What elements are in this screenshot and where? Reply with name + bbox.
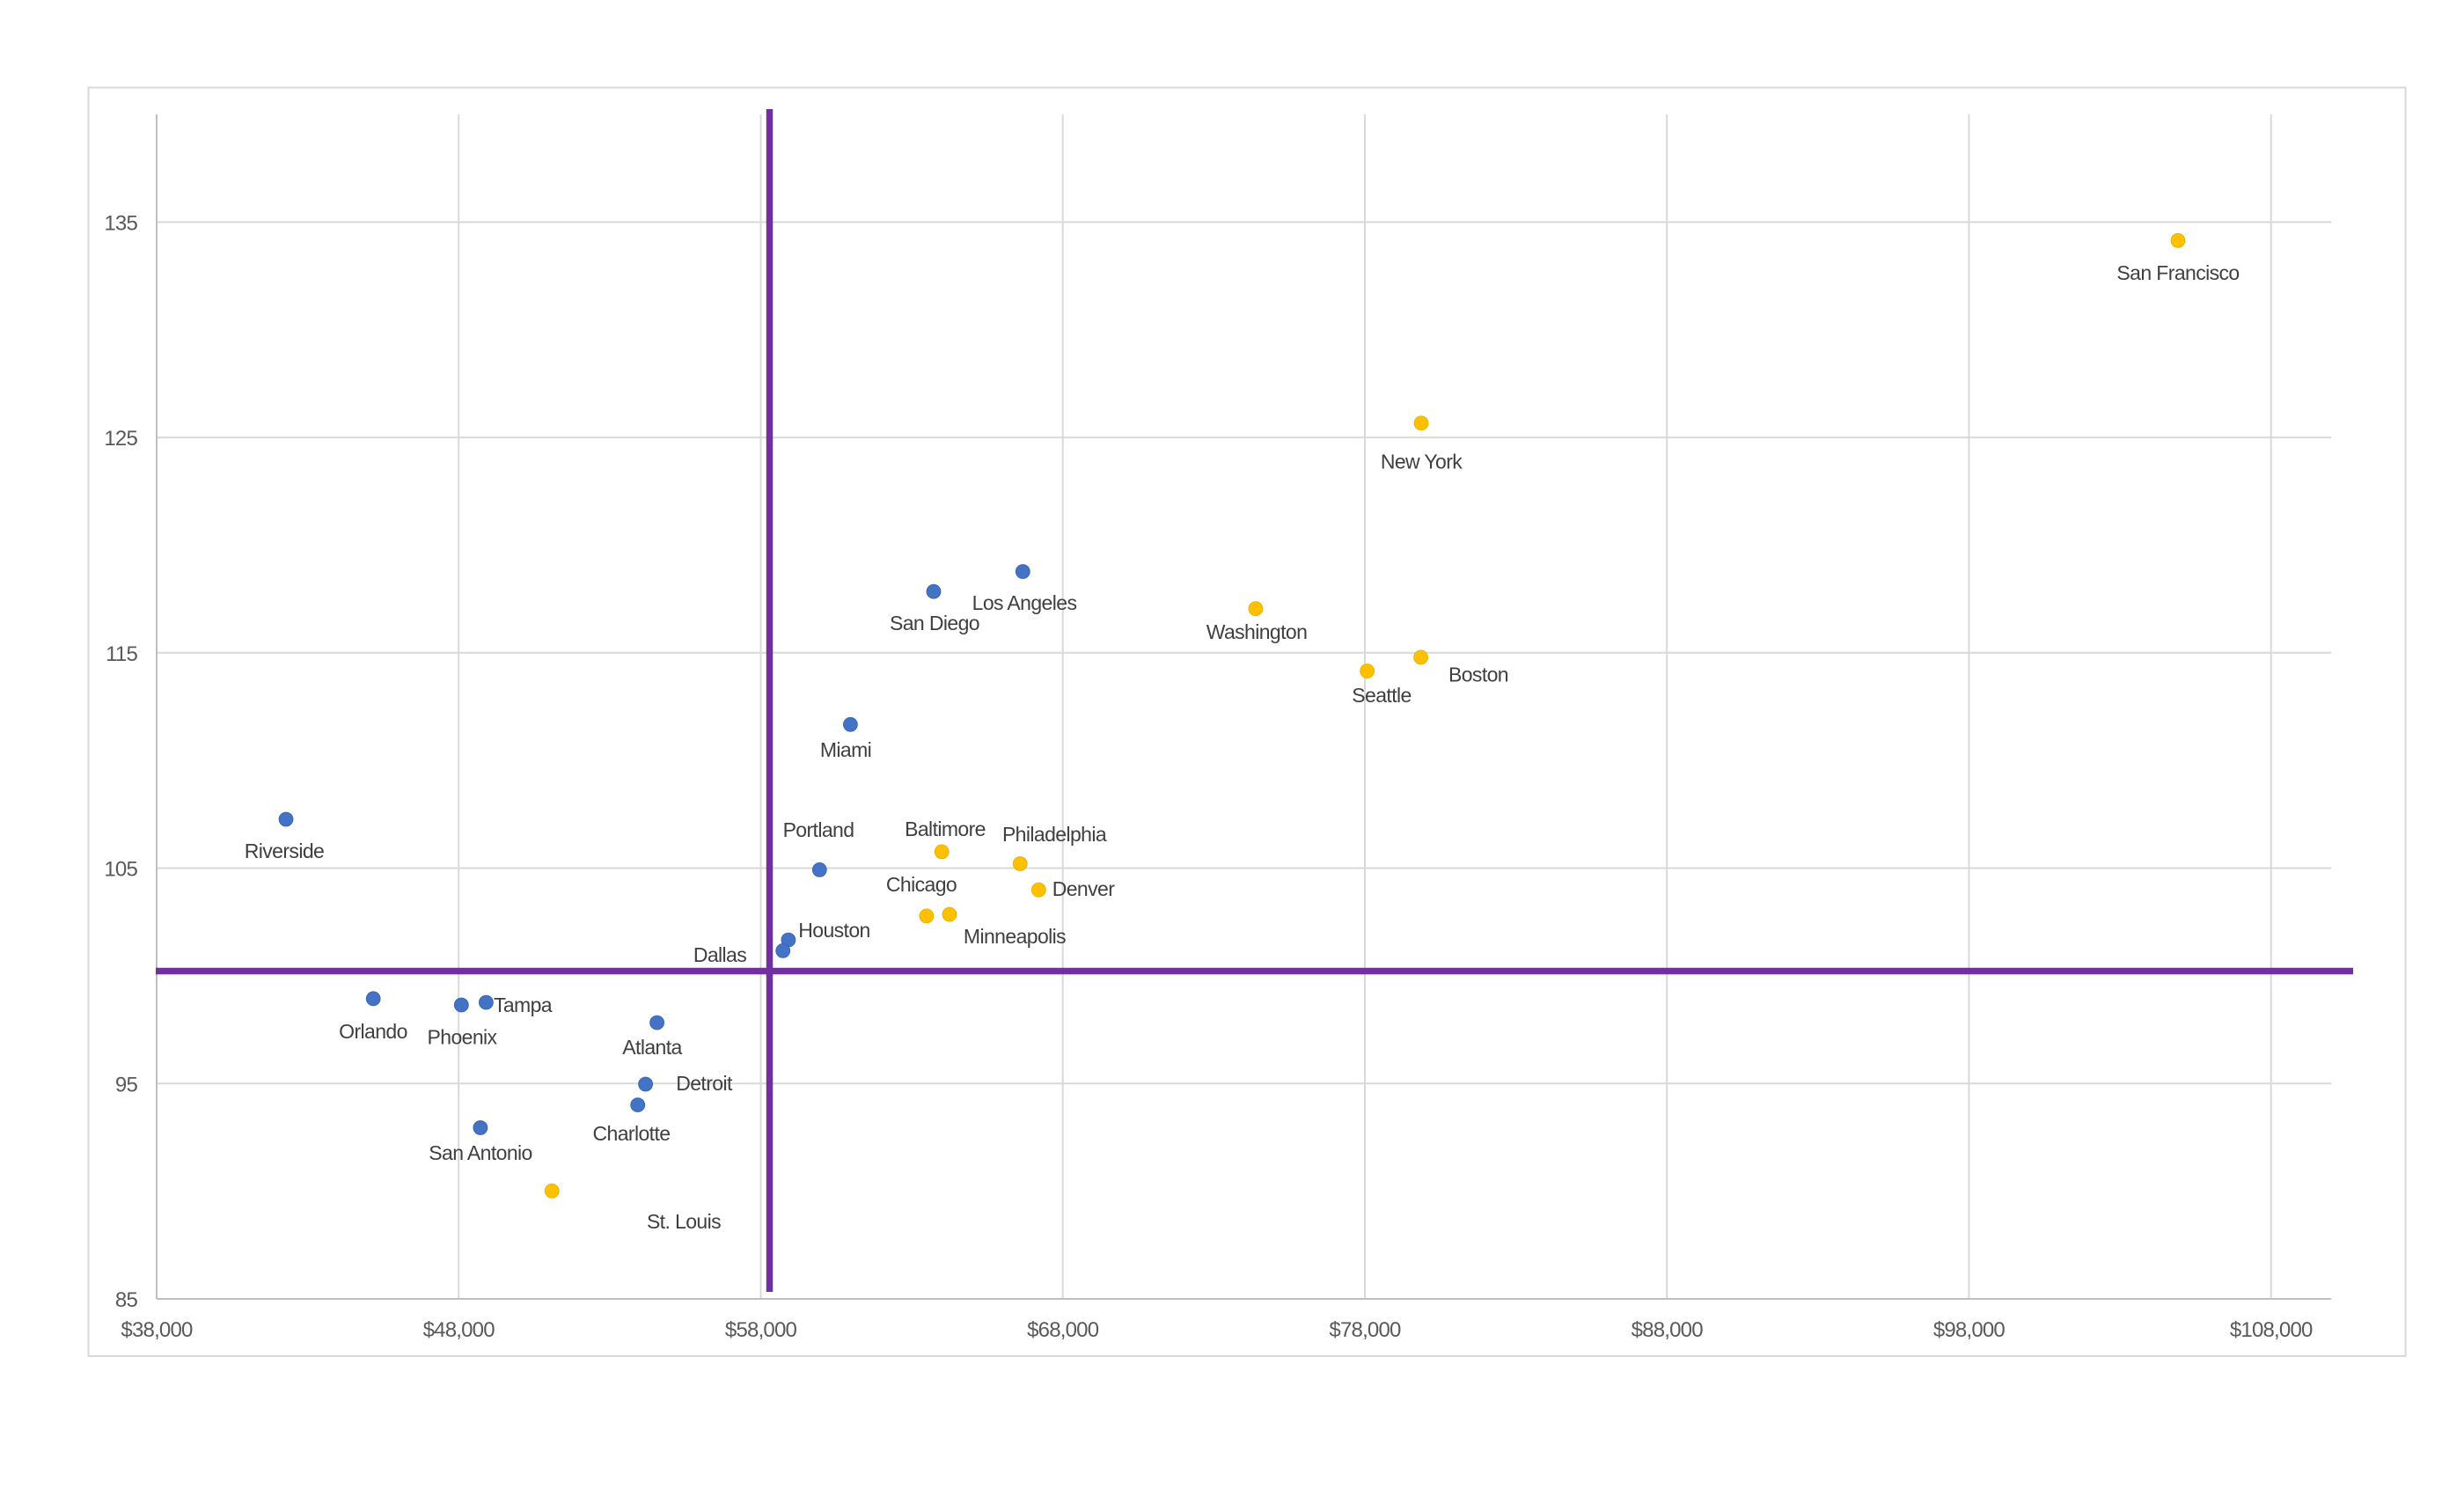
- svg-text:Orlando: Orlando: [339, 1020, 407, 1043]
- svg-text:Charlotte: Charlotte: [593, 1122, 671, 1145]
- svg-text:Riverside: Riverside: [245, 840, 324, 862]
- svg-text:San Francisco: San Francisco: [2116, 261, 2239, 284]
- svg-text:Minneapolis: Minneapolis: [964, 925, 1066, 948]
- svg-text:85: 85: [115, 1288, 138, 1312]
- svg-text:Miami: Miami: [820, 738, 871, 761]
- svg-text:Atlanta: Atlanta: [622, 1036, 682, 1059]
- svg-text:135: 135: [104, 211, 137, 235]
- svg-text:San Antonio: San Antonio: [429, 1141, 532, 1164]
- svg-text:105: 105: [104, 858, 137, 882]
- svg-text:Houston: Houston: [798, 919, 869, 942]
- svg-text:Washington: Washington: [1206, 620, 1308, 643]
- svg-text:Chicago: Chicago: [886, 873, 957, 896]
- svg-text:Denver: Denver: [1052, 877, 1115, 900]
- svg-text:Los Angeles: Los Angeles: [972, 591, 1077, 614]
- svg-text:Phoenix: Phoenix: [428, 1026, 498, 1049]
- svg-text:Dallas: Dallas: [693, 943, 746, 966]
- svg-text:115: 115: [106, 642, 137, 666]
- svg-text:San Diego: San Diego: [890, 612, 979, 634]
- svg-text:$108,000: $108,000: [2230, 1318, 2313, 1342]
- svg-text:New York: New York: [1381, 451, 1463, 473]
- svg-text:Detroit: Detroit: [676, 1072, 733, 1095]
- svg-text:Baltimore: Baltimore: [905, 818, 986, 840]
- svg-text:Boston: Boston: [1448, 663, 1508, 686]
- svg-text:Tampa: Tampa: [494, 994, 553, 1016]
- svg-text:$48,000: $48,000: [423, 1318, 495, 1342]
- svg-text:95: 95: [115, 1073, 138, 1096]
- svg-text:$98,000: $98,000: [1933, 1318, 2006, 1342]
- svg-text:$68,000: $68,000: [1027, 1318, 1099, 1342]
- svg-text:Seattle: Seattle: [1352, 684, 1411, 707]
- svg-text:125: 125: [104, 427, 137, 451]
- svg-text:$38,000: $38,000: [121, 1318, 193, 1342]
- svg-text:$58,000: $58,000: [725, 1318, 797, 1342]
- svg-text:St. Louis: St. Louis: [647, 1210, 721, 1233]
- svg-text:Portland: Portland: [783, 818, 854, 841]
- svg-text:$88,000: $88,000: [1632, 1318, 1704, 1342]
- svg-text:$78,000: $78,000: [1329, 1318, 1401, 1342]
- svg-text:Philadelphia: Philadelphia: [1002, 823, 1107, 846]
